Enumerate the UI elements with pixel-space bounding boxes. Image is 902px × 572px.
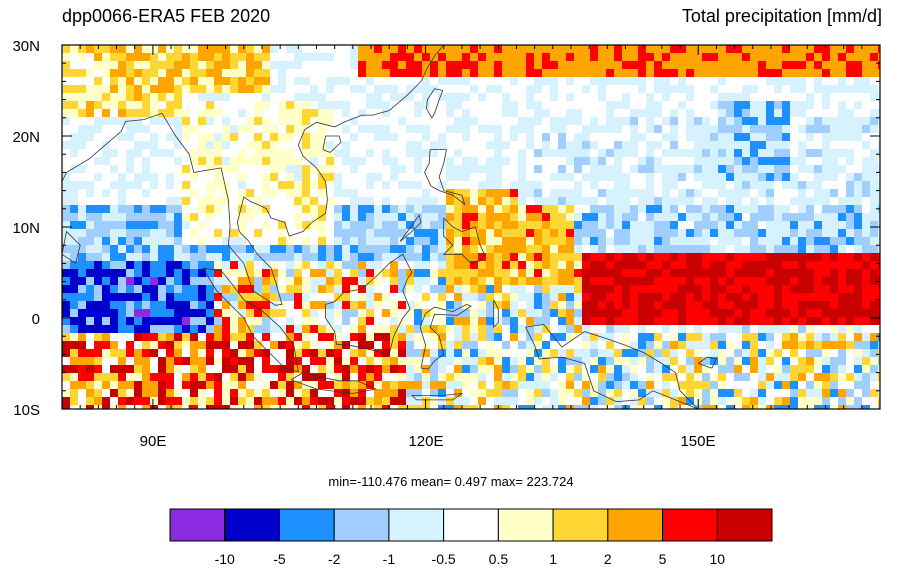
- colorbar-label: 10: [710, 551, 726, 567]
- axis-ticks: [61, 44, 881, 410]
- coastline-segment: [426, 88, 444, 119]
- colorbar-swatch: [716, 508, 773, 542]
- colorbar-label: -2: [328, 551, 341, 567]
- x-tick-label: 90E: [140, 433, 167, 450]
- coastline-segment: [325, 253, 413, 355]
- colorbar-label: -1: [383, 551, 396, 567]
- precip-difference-field: [62, 45, 880, 409]
- colorbar-label: 1: [549, 551, 557, 567]
- colorbar-label: -0.5: [432, 551, 456, 567]
- colorbar-swatch: [662, 508, 718, 542]
- x-tick-label: 150E: [680, 433, 715, 450]
- colorbar-label: -10: [215, 551, 235, 567]
- figure-title: dpp0066-ERA5 FEB 2020: [62, 6, 271, 26]
- y-tick-label: 10S: [13, 402, 40, 419]
- variable-title: Total precipitation [mm/d]: [681, 6, 882, 26]
- colorbar-swatch: [278, 508, 335, 542]
- colorbar-swatch: [333, 508, 390, 542]
- y-tick-label: 20N: [12, 129, 40, 146]
- colorbar-swatch: [169, 508, 226, 542]
- colorbar-label: -5: [273, 551, 286, 567]
- colorbar-label: 0.5: [489, 551, 509, 567]
- coastline-segment: [322, 135, 342, 153]
- coastline-segment: [419, 303, 472, 370]
- coastline-segment: [62, 230, 81, 265]
- coastline-segment: [493, 299, 499, 329]
- colorbar: [169, 508, 773, 542]
- coastline-segment: [202, 267, 299, 373]
- coastline-segment: [697, 356, 717, 369]
- coastlines: [62, 45, 717, 409]
- colorbar-swatch: [224, 508, 280, 542]
- x-tick-label: 120E: [408, 433, 443, 450]
- field-statistics: min=-110.476 mean= 0.497 max= 223.724: [328, 474, 574, 489]
- colorbar-swatch: [497, 508, 554, 542]
- coastline-segment: [424, 149, 466, 206]
- y-tick-label: 10N: [12, 220, 40, 237]
- coastline-segment: [442, 217, 486, 264]
- coastline-segment: [399, 214, 422, 242]
- y-tick-label: 0: [32, 311, 40, 328]
- colorbar-labels: -10 -5 -2 -1 -0.5 0.5 1 2 5 10: [215, 551, 726, 567]
- y-axis: 30N 20N 10N 0 10S: [12, 38, 40, 419]
- coastline-segment: [525, 323, 699, 409]
- colorbar-swatch: [443, 508, 499, 542]
- coastline-segment: [290, 372, 377, 394]
- y-tick-label: 30N: [12, 38, 40, 55]
- coastline-segment: [62, 45, 445, 306]
- colorbar-swatch: [552, 508, 609, 542]
- colorbar-swatch: [607, 508, 664, 542]
- x-axis: 90E 120E 150E: [140, 433, 716, 450]
- coastline-segment: [411, 392, 464, 401]
- colorbar-label: 5: [659, 551, 667, 567]
- colorbar-label: 2: [604, 551, 612, 567]
- colorbar-swatch: [388, 508, 445, 542]
